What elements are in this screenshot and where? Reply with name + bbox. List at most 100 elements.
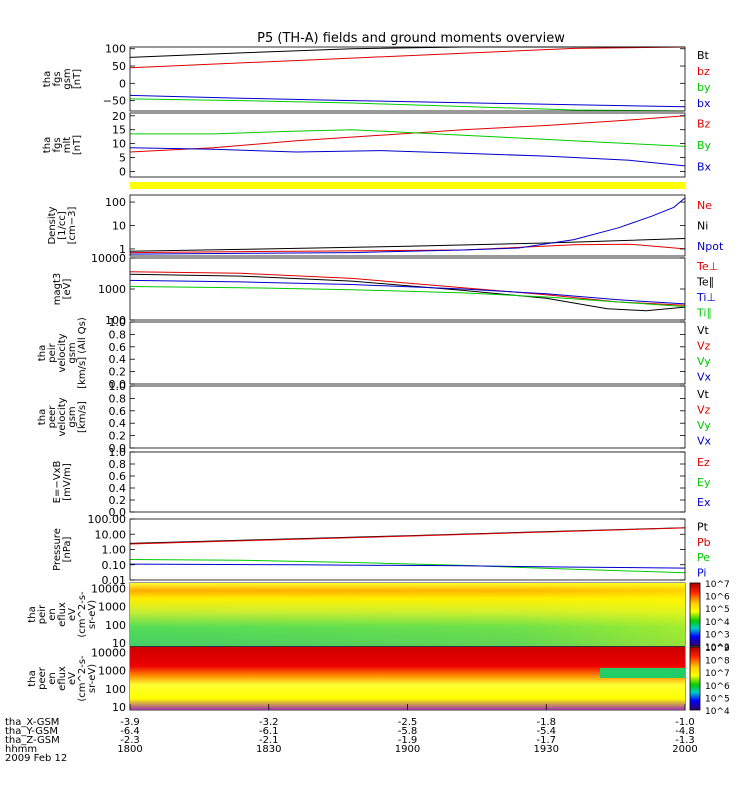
y-axis-label-line: tha [42,71,53,87]
panel-frame [129,451,686,513]
colorbar-tick-label: 10^4 [705,618,730,628]
x-tick-label: -1.0 [675,717,695,728]
y-axis-label-line: velocity [57,397,68,436]
y-tick-label: 10 [112,138,126,151]
legend-Ex: Ex [697,496,711,509]
legend-Vt: Vt [697,324,710,337]
x-row-label: tha_X-GSM [5,717,59,728]
legend-Pt: Pt [697,521,709,534]
y-axis-label: thafgsmlt[nT] [42,135,83,155]
y-tick-label: 10 [112,701,126,714]
y-axis-label-line: Density [47,206,58,244]
y-axis-label-line: eflux [57,602,68,627]
x-tick-label: -3.2 [259,717,279,728]
spectrogram-ion-fade [130,583,685,646]
y-tick-label: 15 [112,124,126,137]
y-tick-label: 1.00 [102,544,127,557]
series-line-red [129,46,686,69]
x-tick-label: -3.9 [120,717,140,728]
x-tick-label: 1900 [395,744,420,755]
x-tick-label: -2.5 [398,717,418,728]
y-tick-label: 50 [112,60,126,73]
x-row-label: tha_Y-GSM [5,726,58,737]
x-tick-label: 2000 [672,744,697,755]
panel-frame-bg [130,386,685,448]
legend-Bt: Bt [697,49,710,62]
legend-Ne: Ne [697,199,712,212]
y-axis-label-line: sr-eV) [87,664,98,693]
legend-Pb: Pb [697,536,711,549]
chart-title: P5 (TH-A) fields and ground moments over… [257,31,565,46]
y-axis-label-line: fgs [52,137,63,152]
y-tick-label: 100 [105,314,126,327]
y-tick-label: 0.4 [109,482,127,495]
panel-frame [129,46,686,112]
y-axis-label-line: Pressure [52,528,63,571]
panel-frame-bg [130,195,685,256]
panel-frame-bg [130,452,685,512]
x-tick-label: -2.3 [120,735,140,746]
series-line-green [129,98,686,112]
y-axis-label: thapeirvelocitygsm[km/s] (All Qs) [37,317,88,389]
x-tick-label: -1.9 [398,735,418,746]
legend-Vx: Vx [697,434,712,447]
y-tick-label: 0.6 [109,341,127,354]
x-tick-label: -1.8 [536,717,556,728]
y-axis-label-line: [eV] [62,279,73,300]
y-axis-label-line: peer [47,405,58,429]
x-tick-label: -2.1 [259,735,279,746]
y-tick-label: 0.4 [109,417,127,430]
y-axis-label-line: fgs [52,71,63,86]
y-axis-label-line: tha [37,345,48,361]
legend-Ti∥: Ti∥ [696,306,712,319]
y-axis-label-line: en [47,672,58,685]
legend-Bx: Bx [697,160,712,173]
colorbar-tick-label: 10^5 [705,694,730,704]
x-tick-label: -6.4 [120,726,140,737]
y-tick-label: 0.0 [109,378,127,391]
x-axis: tha_X-GSM -3.9 -3.2 -2.5 -1.8 -1.0 tha_Y-GSM -6… [5,704,698,764]
panel-frame [129,321,686,385]
legend-Vy: Vy [697,355,711,368]
legend-bz: bz [697,65,710,78]
panel-fgs_gsm: 100 50 0 −50 thafgsgsm[nT] Bt bz by bx [42,43,711,112]
x-tick-label: -1.7 [536,735,556,746]
y-axis-label-line: tha [27,606,38,622]
y-tick-label: 10 [112,220,126,233]
y-axis-label-line: [km/s] [77,401,88,433]
y-axis-label: thapeirenefluxeV(cm^2-s-sr-eV) [27,591,98,638]
x-tick-label: 1800 [117,744,142,755]
x-tick-label: 1930 [534,744,559,755]
y-tick-label: 0.01 [102,574,127,587]
spectrogram-electron-image [130,647,685,710]
y-axis-label-line: tha [27,670,38,686]
series-line-red [129,243,686,254]
y-axis-label-line: gsm [67,342,78,363]
colorbar-tick-label: 10^5 [705,605,730,615]
y-tick-label: 0.8 [109,458,127,471]
y-tick-label: 10000 [91,582,126,595]
legend-Ey: Ey [697,476,711,489]
spectrogram-electron [130,647,685,710]
series-line-black [129,273,686,312]
y-axis-label-line: (cm^2-s- [77,655,88,702]
series-line-green [129,286,686,308]
spectrogram-ion [130,583,685,646]
legend-Bz: Bz [697,118,711,131]
legend-By: By [697,139,712,152]
y-tick-label: 0.2 [109,430,127,443]
y-tick-label: 0.4 [109,353,127,366]
y-tick-label: 1.0 [109,446,127,459]
y-axis-label-line: en [47,608,58,621]
y-tick-label: 1000 [98,601,126,614]
y-axis-label-line: peir [47,342,58,362]
y-axis-label-line: peer [37,666,48,690]
panel-temperature: 10000 1000 100 magt3[eV] Te⊥ Te∥ Ti⊥ Ti∥ [52,252,718,327]
series-line-blue [129,94,686,108]
y-tick-label: 0.0 [109,506,127,519]
panel-frame [129,385,686,449]
y-tick-label: 10000 [91,646,126,659]
panel-peer_velocity: 1.00.80.60.40.20.0thapeervelocitygsm[km/… [37,380,712,455]
colorbar-ion [689,582,701,647]
